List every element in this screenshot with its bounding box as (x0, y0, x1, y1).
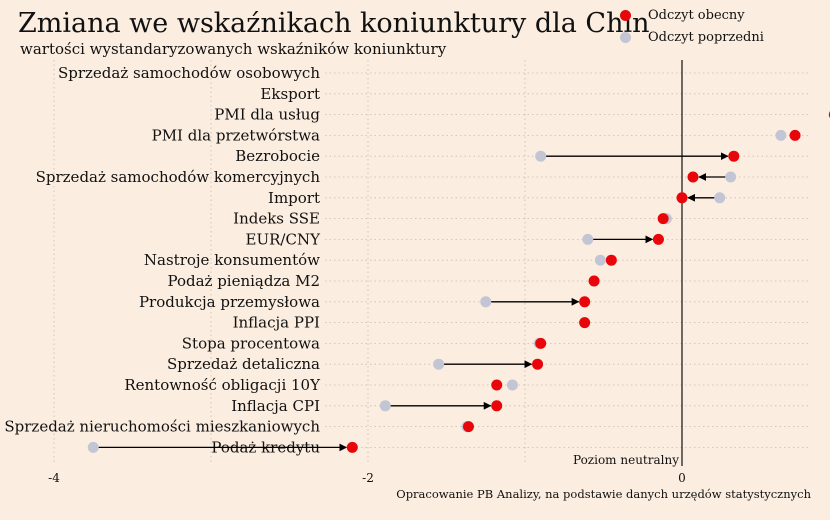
chart-title: Zmiana we wskaźnikach koniunktury dla Ch… (18, 8, 650, 39)
point-previous (379, 400, 391, 412)
point-current (652, 233, 664, 245)
point-current (588, 275, 600, 287)
point-current (535, 337, 547, 349)
category-label: Produkcja przemysłowa (139, 293, 320, 311)
category-label: Inflacja CPI (231, 397, 320, 415)
point-current (687, 171, 699, 183)
point-previous (433, 358, 445, 370)
point-previous (506, 379, 518, 391)
legend-label-previous: Odczyt poprzedni (648, 29, 764, 45)
point-previous (480, 296, 492, 308)
source-note: Opracowanie PB Analizy, na podstawie dan… (396, 487, 811, 501)
category-label: Sprzedaż nieruchomości mieszkaniowych (4, 418, 320, 436)
point-previous (775, 129, 787, 141)
category-label: Sprzedaż detaliczna (167, 355, 320, 373)
point-current (657, 213, 669, 225)
legend-label-current: Odczyt obecny (648, 7, 745, 23)
category-label: PMI dla usług (214, 106, 320, 124)
category-label: Inflacja PPI (233, 314, 320, 332)
x-tick-label: 0 (678, 471, 686, 485)
point-current (789, 129, 801, 141)
x-tick-label: -2 (362, 471, 374, 485)
legend: Odczyt obecny Odczyt poprzedni (620, 4, 764, 48)
legend-item-current: Odczyt obecny (620, 4, 764, 26)
x-tick-label: -4 (48, 471, 60, 485)
point-current (579, 317, 591, 329)
category-label: Sprzedaż samochodów komercyjnych (36, 168, 321, 186)
category-label: Bezrobocie (235, 147, 320, 165)
category-label: Eksport (260, 85, 320, 103)
point-current (676, 192, 688, 204)
category-label: Podaż pieniądza M2 (167, 272, 320, 290)
point-current (491, 379, 503, 391)
point-current (728, 150, 740, 162)
point-current (605, 254, 617, 266)
zero-line-label: Poziom neutralny (573, 453, 679, 467)
category-label: Import (268, 189, 320, 207)
point-previous (725, 171, 737, 183)
point-previous (594, 254, 606, 266)
legend-item-previous: Odczyt poprzedni (620, 26, 764, 48)
point-current (346, 441, 358, 453)
category-label: Nastroje konsumentów (144, 251, 320, 269)
category-label: Sprzedaż samochodów osobowych (58, 64, 320, 82)
point-previous (87, 441, 99, 453)
point-previous (582, 233, 594, 245)
chart-subtitle: wartości wystandaryzowanych wskaźników k… (20, 40, 447, 58)
point-current (579, 296, 591, 308)
point-previous (714, 192, 726, 204)
category-label: Indeks SSE (233, 210, 320, 228)
category-label: PMI dla przetwórstwa (152, 126, 320, 144)
legend-swatch-current (620, 9, 631, 21)
legend-swatch-previous (620, 31, 631, 43)
point-current (532, 358, 544, 370)
point-previous (535, 150, 547, 162)
point-current (491, 400, 503, 412)
category-label: Stopa procentowa (182, 334, 320, 352)
category-label: Rentowność obligacji 10Y (124, 376, 321, 394)
point-current (462, 421, 474, 433)
category-label: EUR/CNY (246, 230, 322, 248)
